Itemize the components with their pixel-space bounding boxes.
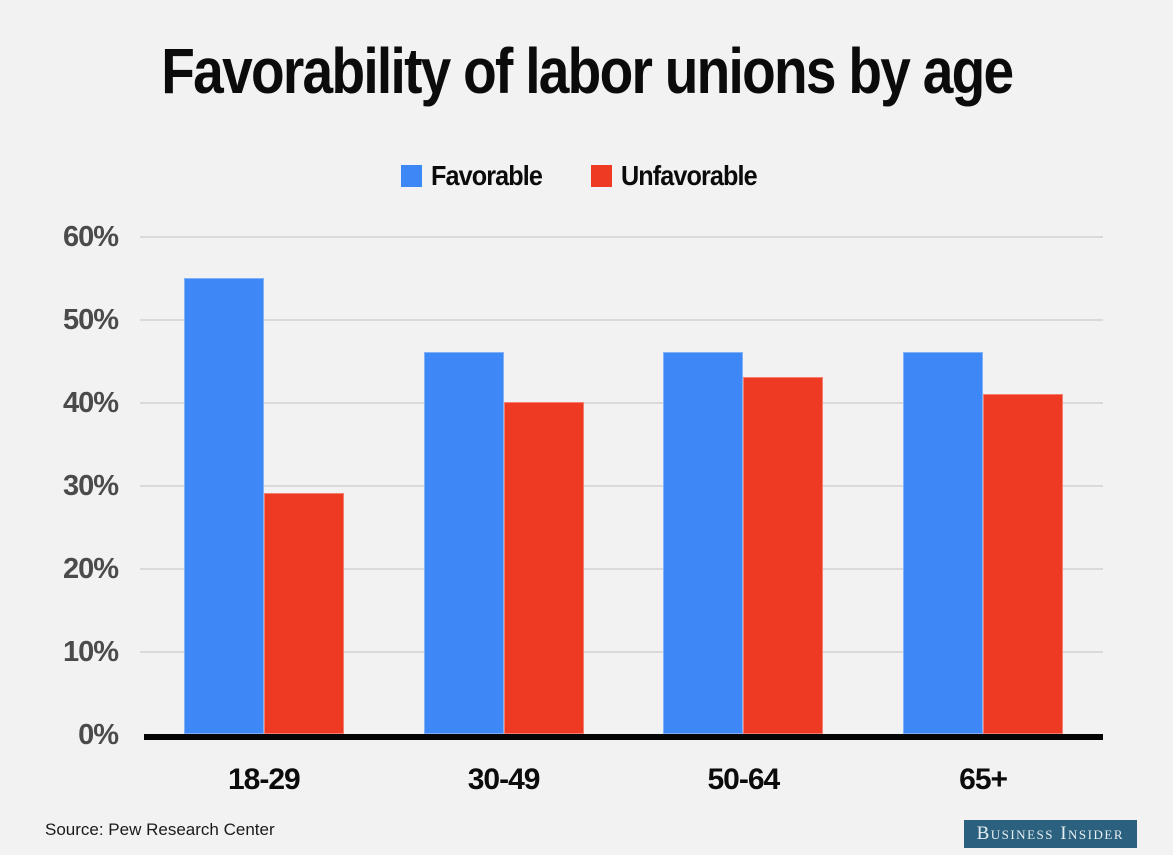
gridline-10 — [140, 651, 1103, 653]
gridline-20 — [140, 568, 1103, 570]
gridline-30 — [140, 485, 1103, 487]
gridline-40 — [140, 402, 1103, 404]
x-axis-label-65+: 65+ — [959, 763, 1008, 796]
y-axis-tick-60: 60% — [62, 221, 119, 253]
legend-item-favorable: Favorable — [401, 160, 554, 192]
legend-swatch-icon — [590, 165, 612, 187]
gridline-50 — [140, 319, 1103, 321]
business-insider-logo: Business Insider — [963, 820, 1137, 848]
bar-unfavorable-50-64 — [743, 377, 824, 734]
bar-unfavorable-65+ — [983, 393, 1064, 734]
legend-swatch-icon — [401, 165, 423, 187]
x-axis-label-50-64: 50-64 — [707, 763, 781, 796]
x-axis-label-30-49: 30-49 — [467, 763, 541, 796]
bar-favorable-30-49 — [423, 352, 504, 734]
bar-unfavorable-18-29 — [263, 493, 344, 734]
legend-item-unfavorable: Unfavorable — [590, 160, 772, 192]
y-axis-tick-50: 50% — [62, 304, 119, 336]
gridline-60 — [140, 236, 1103, 238]
x-axis-line — [144, 734, 1103, 740]
x-axis-label-18-29: 18-29 — [228, 763, 301, 796]
legend-label: Favorable — [431, 160, 543, 191]
y-axis-tick-10: 10% — [62, 636, 119, 668]
bar-unfavorable-30-49 — [503, 402, 584, 734]
y-axis-tick-20: 20% — [62, 553, 119, 585]
legend-label: Unfavorable — [620, 160, 758, 191]
bar-favorable-18-29 — [183, 277, 264, 734]
y-axis-tick-40: 40% — [62, 387, 119, 419]
chart-title: Favorability of labor unions by age — [160, 35, 1014, 107]
source-note: Source: Pew Research Center — [45, 820, 275, 839]
legend: Favorable Unfavorable — [0, 160, 1173, 192]
bar-favorable-50-64 — [663, 352, 744, 734]
page-title: Favorability of labor unions by age — [0, 34, 1173, 108]
y-axis-tick-0: 0% — [78, 719, 119, 751]
bar-favorable-65+ — [903, 352, 984, 734]
y-axis-tick-30: 30% — [62, 470, 119, 502]
